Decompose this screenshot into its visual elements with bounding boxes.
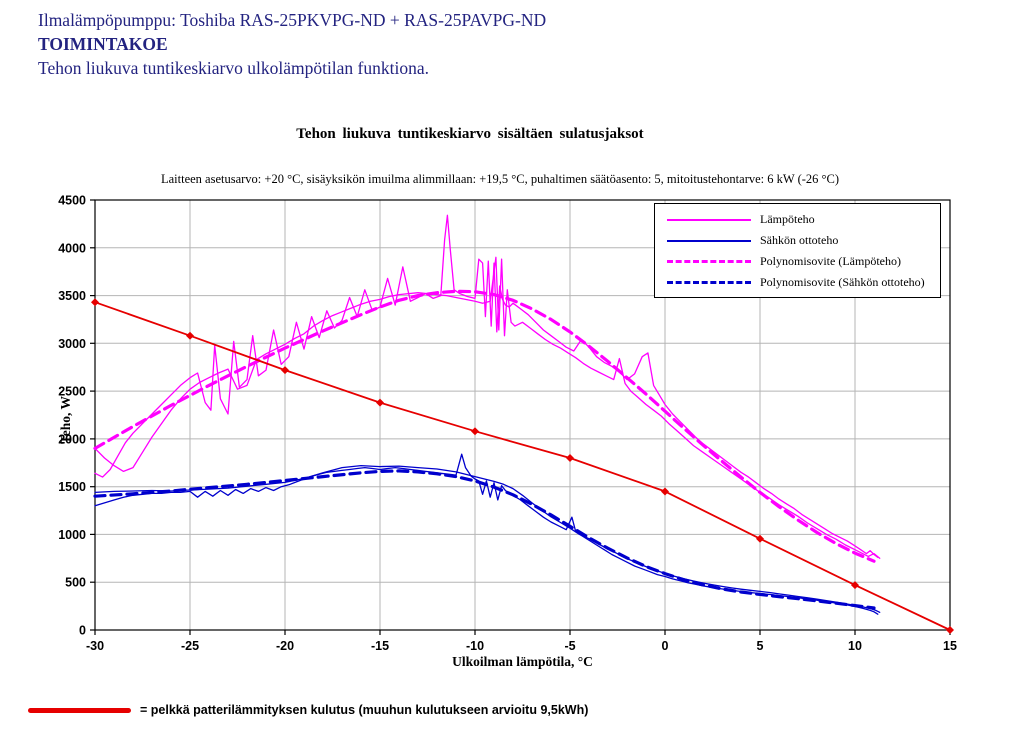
x-tick-label: 10 [848, 639, 862, 653]
y-tick-label: 4000 [58, 241, 86, 255]
legend-item-label: Polynomisovite (Sähkön ottoteho) [760, 275, 925, 289]
legend-item-label: Lämpöteho [760, 212, 815, 226]
x-tick-label: -25 [181, 639, 199, 653]
series-l-mp-teho-trace-2 [94, 256, 881, 559]
series-polynomisovite-l-mp-teho [93, 289, 876, 563]
y-tick-label: 0 [79, 624, 86, 638]
series-polynomisovite-s-hk-n-ottoteho [93, 469, 876, 610]
series-marker-pelkk-patteril-mmityksen-kulutus [946, 626, 954, 634]
legend-line-sample [667, 260, 751, 263]
y-tick-label: 2000 [58, 432, 86, 446]
series-pelkk-patteril-mmityksen-kulutus [94, 301, 951, 631]
plot-border [94, 199, 951, 631]
series-marker-pelkk-patteril-mmityksen-kulutus [661, 487, 669, 496]
legend-item: Lämpöteho [655, 209, 940, 230]
series-marker-pelkk-patteril-mmityksen-kulutus [186, 331, 194, 340]
document-title: Ilmalämpöpumppu: Toshiba RAS-25PKVPG-ND … [38, 10, 547, 30]
legend-item: Polynomisovite (Lämpöteho) [655, 251, 940, 272]
series-l-mp-teho [94, 214, 879, 559]
y-tick-label: 1000 [58, 528, 86, 542]
legend-item: Polynomisovite (Sähkön ottoteho) [655, 272, 940, 293]
y-axis-title: Teho, W [58, 395, 73, 445]
series-marker-pelkk-patteril-mmityksen-kulutus [91, 298, 99, 307]
legend-item-label: Sähkön ottoteho [760, 233, 839, 247]
chart-title: Tehon liukuva tuntikeskiarvo sisältäen s… [296, 126, 644, 142]
x-tick-label: -10 [466, 639, 484, 653]
series-marker-pelkk-patteril-mmityksen-kulutus [281, 366, 289, 375]
red-line-sample [28, 707, 131, 713]
y-tick-label: 1500 [58, 480, 86, 494]
document-test-label: TOIMINTAKOE [38, 34, 168, 54]
series-marker-pelkk-patteril-mmityksen-kulutus [566, 454, 574, 462]
x-axis-title: Ulkoilman lämpötila, °C [452, 654, 593, 669]
x-tick-label: -15 [371, 639, 389, 653]
x-tick-label: -5 [564, 639, 575, 653]
y-tick-label: 2500 [58, 385, 86, 399]
x-tick-label: 15 [943, 639, 957, 653]
series-marker-pelkk-patteril-mmityksen-kulutus [851, 581, 859, 590]
y-tick-label: 4500 [58, 194, 86, 208]
chart-subtitle: Laitteen asetusarvo: +20 °C, sisäyksikön… [160, 172, 840, 186]
legend-item-label: Polynomisovite (Lämpöteho) [760, 254, 901, 268]
legend-line-sample [667, 239, 751, 242]
series-marker-pelkk-patteril-mmityksen-kulutus [471, 427, 479, 436]
chart-legend: Lämpöteho Sähkön ottoteho Polynomisovite (… [654, 203, 941, 298]
x-tick-label: 5 [757, 639, 764, 653]
document-description: Tehon liukuva tuntikeskiarvo ulkolämpöti… [38, 58, 429, 78]
bottom-legend-text: = pelkkä patterilämmityksen kulutus (muu… [140, 703, 589, 717]
legend-line-sample [667, 218, 751, 221]
y-tick-label: 3000 [58, 337, 86, 351]
y-tick-label: 500 [65, 576, 86, 590]
y-tick-label: 3500 [58, 289, 86, 303]
document-header: Ilmalämpöpumppu: Toshiba RAS-25PKVPG-ND … [38, 8, 546, 80]
series-marker-pelkk-patteril-mmityksen-kulutus [756, 534, 764, 543]
bottom-legend: = pelkkä patterilämmityksen kulutus (muu… [28, 703, 588, 717]
x-tick-label: -30 [86, 639, 104, 653]
x-tick-label: 0 [662, 639, 669, 653]
series-marker-pelkk-patteril-mmityksen-kulutus [376, 398, 384, 407]
x-tick-label: -20 [276, 639, 294, 653]
legend-item: Sähkön ottoteho [655, 230, 940, 251]
legend-line-sample [667, 281, 751, 284]
